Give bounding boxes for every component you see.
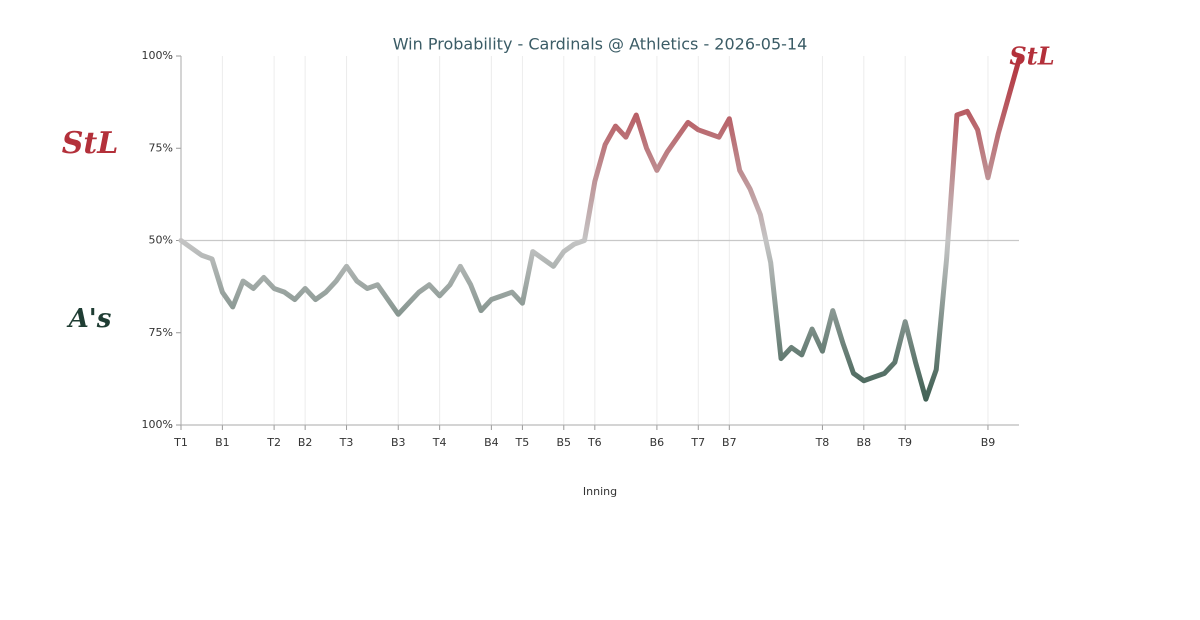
chart-title: Win Probability - Cardinals @ Athletics … [393, 35, 808, 54]
x-tick-label: T1 [173, 436, 188, 449]
x-tick-label: B7 [722, 436, 737, 449]
y-tick-label: 100% [142, 418, 173, 431]
x-tick-label: T8 [815, 436, 830, 449]
y-tick-label: 50% [149, 234, 173, 247]
y-tick-label: 75% [149, 141, 173, 154]
y-tick-label: 75% [149, 326, 173, 339]
x-tick-label: B5 [557, 436, 572, 449]
x-tick-label: B8 [857, 436, 872, 449]
x-tick-label: T3 [339, 436, 354, 449]
x-tick-label: B4 [484, 436, 499, 449]
x-tick-label: B6 [650, 436, 665, 449]
x-tick-label: T4 [432, 436, 447, 449]
cardinals-logo: StL [62, 126, 119, 161]
x-tick-label: T9 [897, 436, 912, 449]
x-tick-label: B9 [981, 436, 996, 449]
x-tick-label: T7 [690, 436, 705, 449]
x-axis-label: Inning [583, 485, 617, 498]
x-tick-label: B2 [298, 436, 313, 449]
x-tick-label: B3 [391, 436, 406, 449]
athletics-logo: A's [66, 304, 112, 334]
x-tick-label: T5 [515, 436, 530, 449]
win-probability-line [178, 57, 1022, 402]
x-tick-label: T2 [266, 436, 281, 449]
x-tick-label: T6 [587, 436, 602, 449]
y-tick-label: 100% [142, 49, 173, 62]
x-tick-label: B1 [215, 436, 230, 449]
